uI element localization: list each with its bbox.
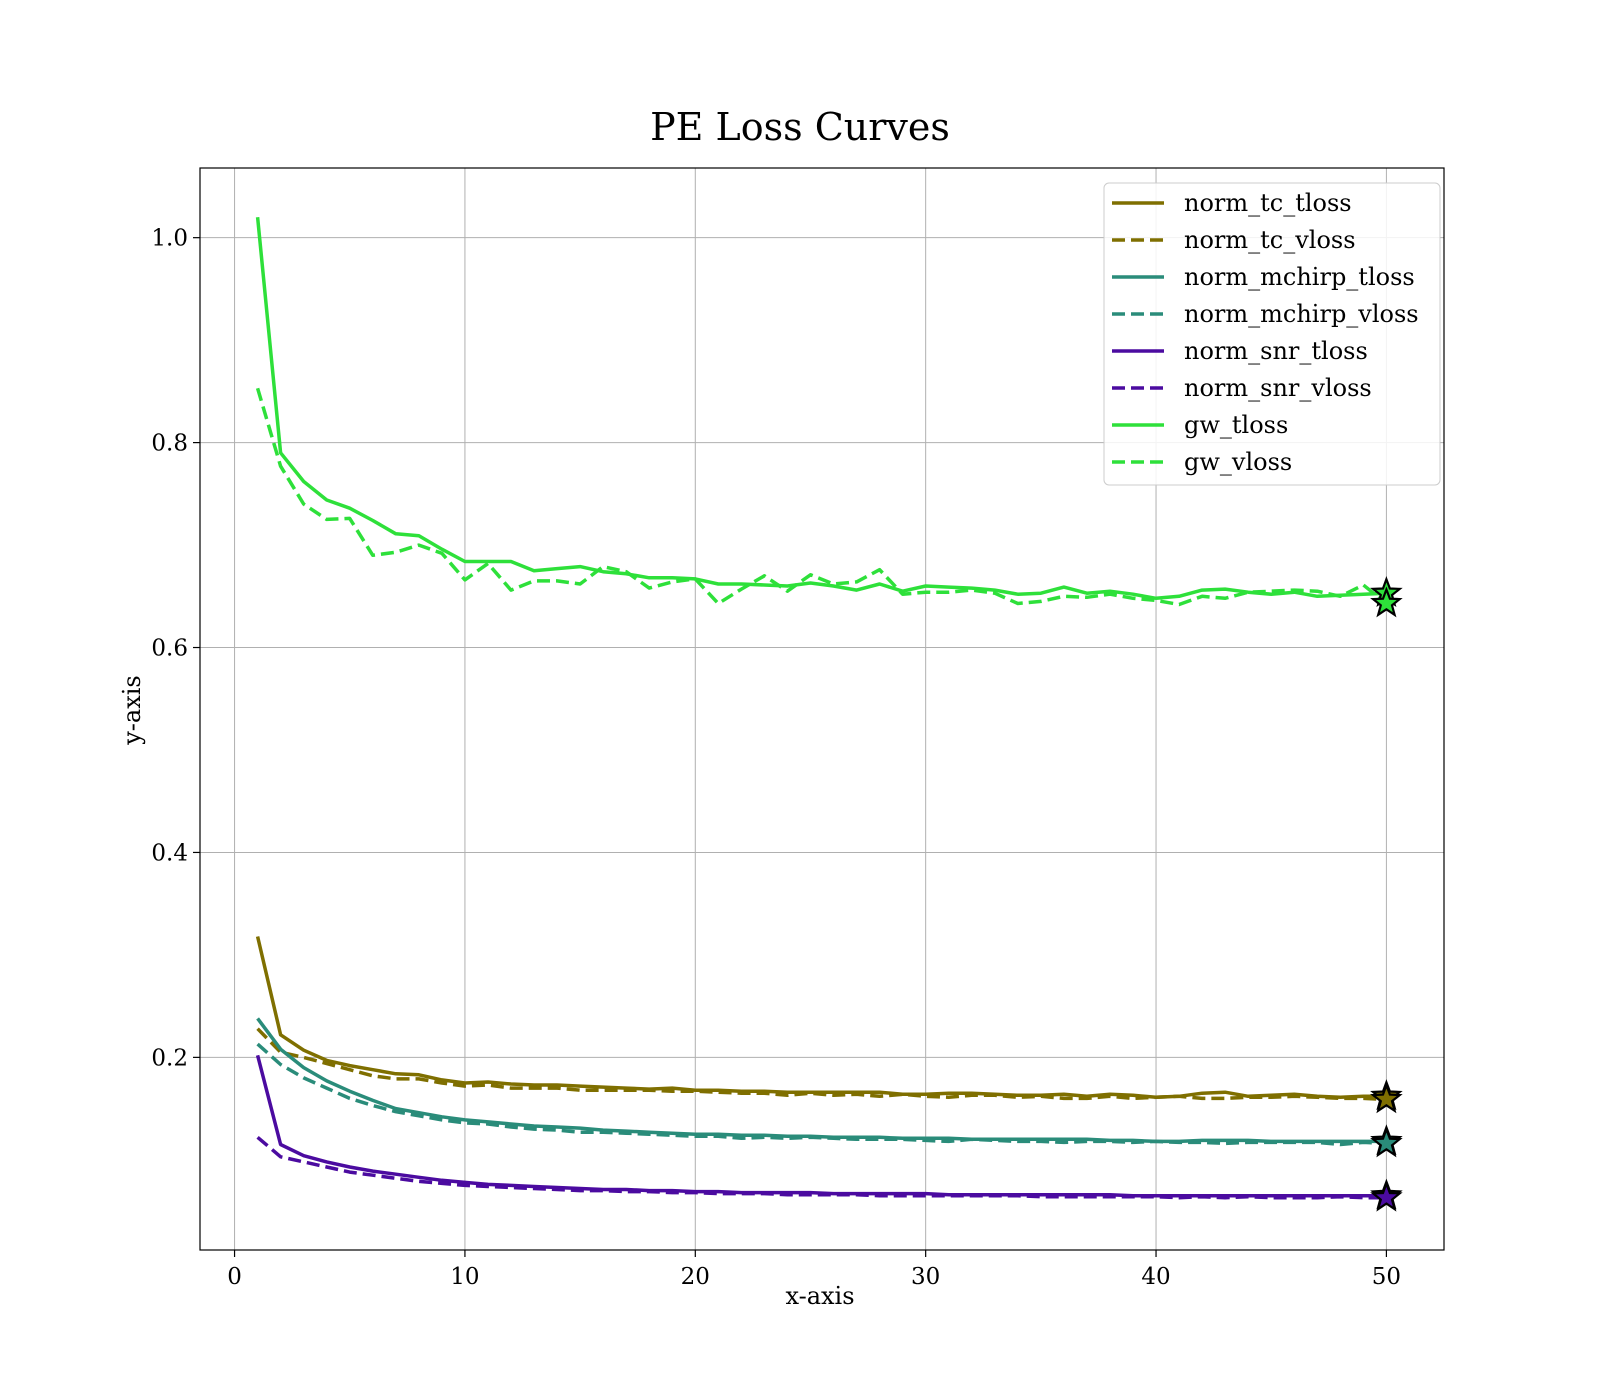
legend-label: norm_snr_vloss [1184, 374, 1372, 402]
legend-label: norm_snr_tloss [1184, 337, 1368, 365]
end-marker-norm_snr_vloss [1370, 1180, 1403, 1212]
series-line-gw_tloss [255, 217, 1387, 601]
plot-area [255, 217, 1403, 1212]
series-line-norm_tc_vloss [256, 1027, 1387, 1102]
chart-title: PE Loss Curves [650, 105, 950, 149]
end-marker-norm_mchirp_vloss [1370, 1126, 1403, 1158]
legend-label: norm_mchirp_tloss [1184, 263, 1415, 291]
legend-label: norm_tc_vloss [1184, 226, 1356, 254]
series-line-norm_tc_tloss [255, 936, 1387, 1100]
series-line-norm_mchirp_tloss [256, 1017, 1387, 1144]
y-tick-label: 0.4 [151, 840, 188, 866]
legend-label: gw_tloss [1184, 411, 1288, 439]
x-tick-label: 0 [227, 1264, 242, 1290]
y-axis: 0.2 0.4 0.6 0.8 1.0 [151, 226, 200, 1071]
x-tick-label: 20 [681, 1264, 710, 1290]
legend: norm_tc_tloss norm_tc_vloss norm_mchirp_tl… [1103, 182, 1441, 486]
legend-label: gw_vloss [1184, 448, 1292, 476]
end-marker-norm_tc_vloss [1370, 1082, 1403, 1114]
series-line-norm_mchirp_vloss [256, 1042, 1387, 1147]
series-line-norm_snr_vloss [256, 1135, 1387, 1200]
y-tick-label: 0.8 [151, 431, 188, 457]
legend-label: norm_mchirp_vloss [1184, 300, 1419, 328]
series-line-gw_vloss [255, 387, 1388, 607]
end-marker-gw_vloss [1370, 586, 1403, 618]
x-tick-label: 40 [1141, 1264, 1170, 1290]
y-tick-label: 0.2 [151, 1045, 188, 1071]
legend-box [1103, 182, 1441, 486]
x-axis: 0 10 20 30 40 50 [227, 1250, 1401, 1290]
x-axis-label: x-axis [785, 1282, 854, 1310]
y-axis-label: y-axis [118, 675, 146, 746]
x-tick-label: 10 [450, 1264, 479, 1290]
y-tick-label: 0.6 [151, 636, 188, 662]
x-tick-label: 30 [911, 1264, 940, 1290]
y-tick-label: 1.0 [151, 226, 188, 252]
legend-label: norm_tc_tloss [1184, 189, 1352, 217]
plot-frame [199, 167, 1445, 1251]
x-tick-label: 50 [1372, 1264, 1401, 1290]
